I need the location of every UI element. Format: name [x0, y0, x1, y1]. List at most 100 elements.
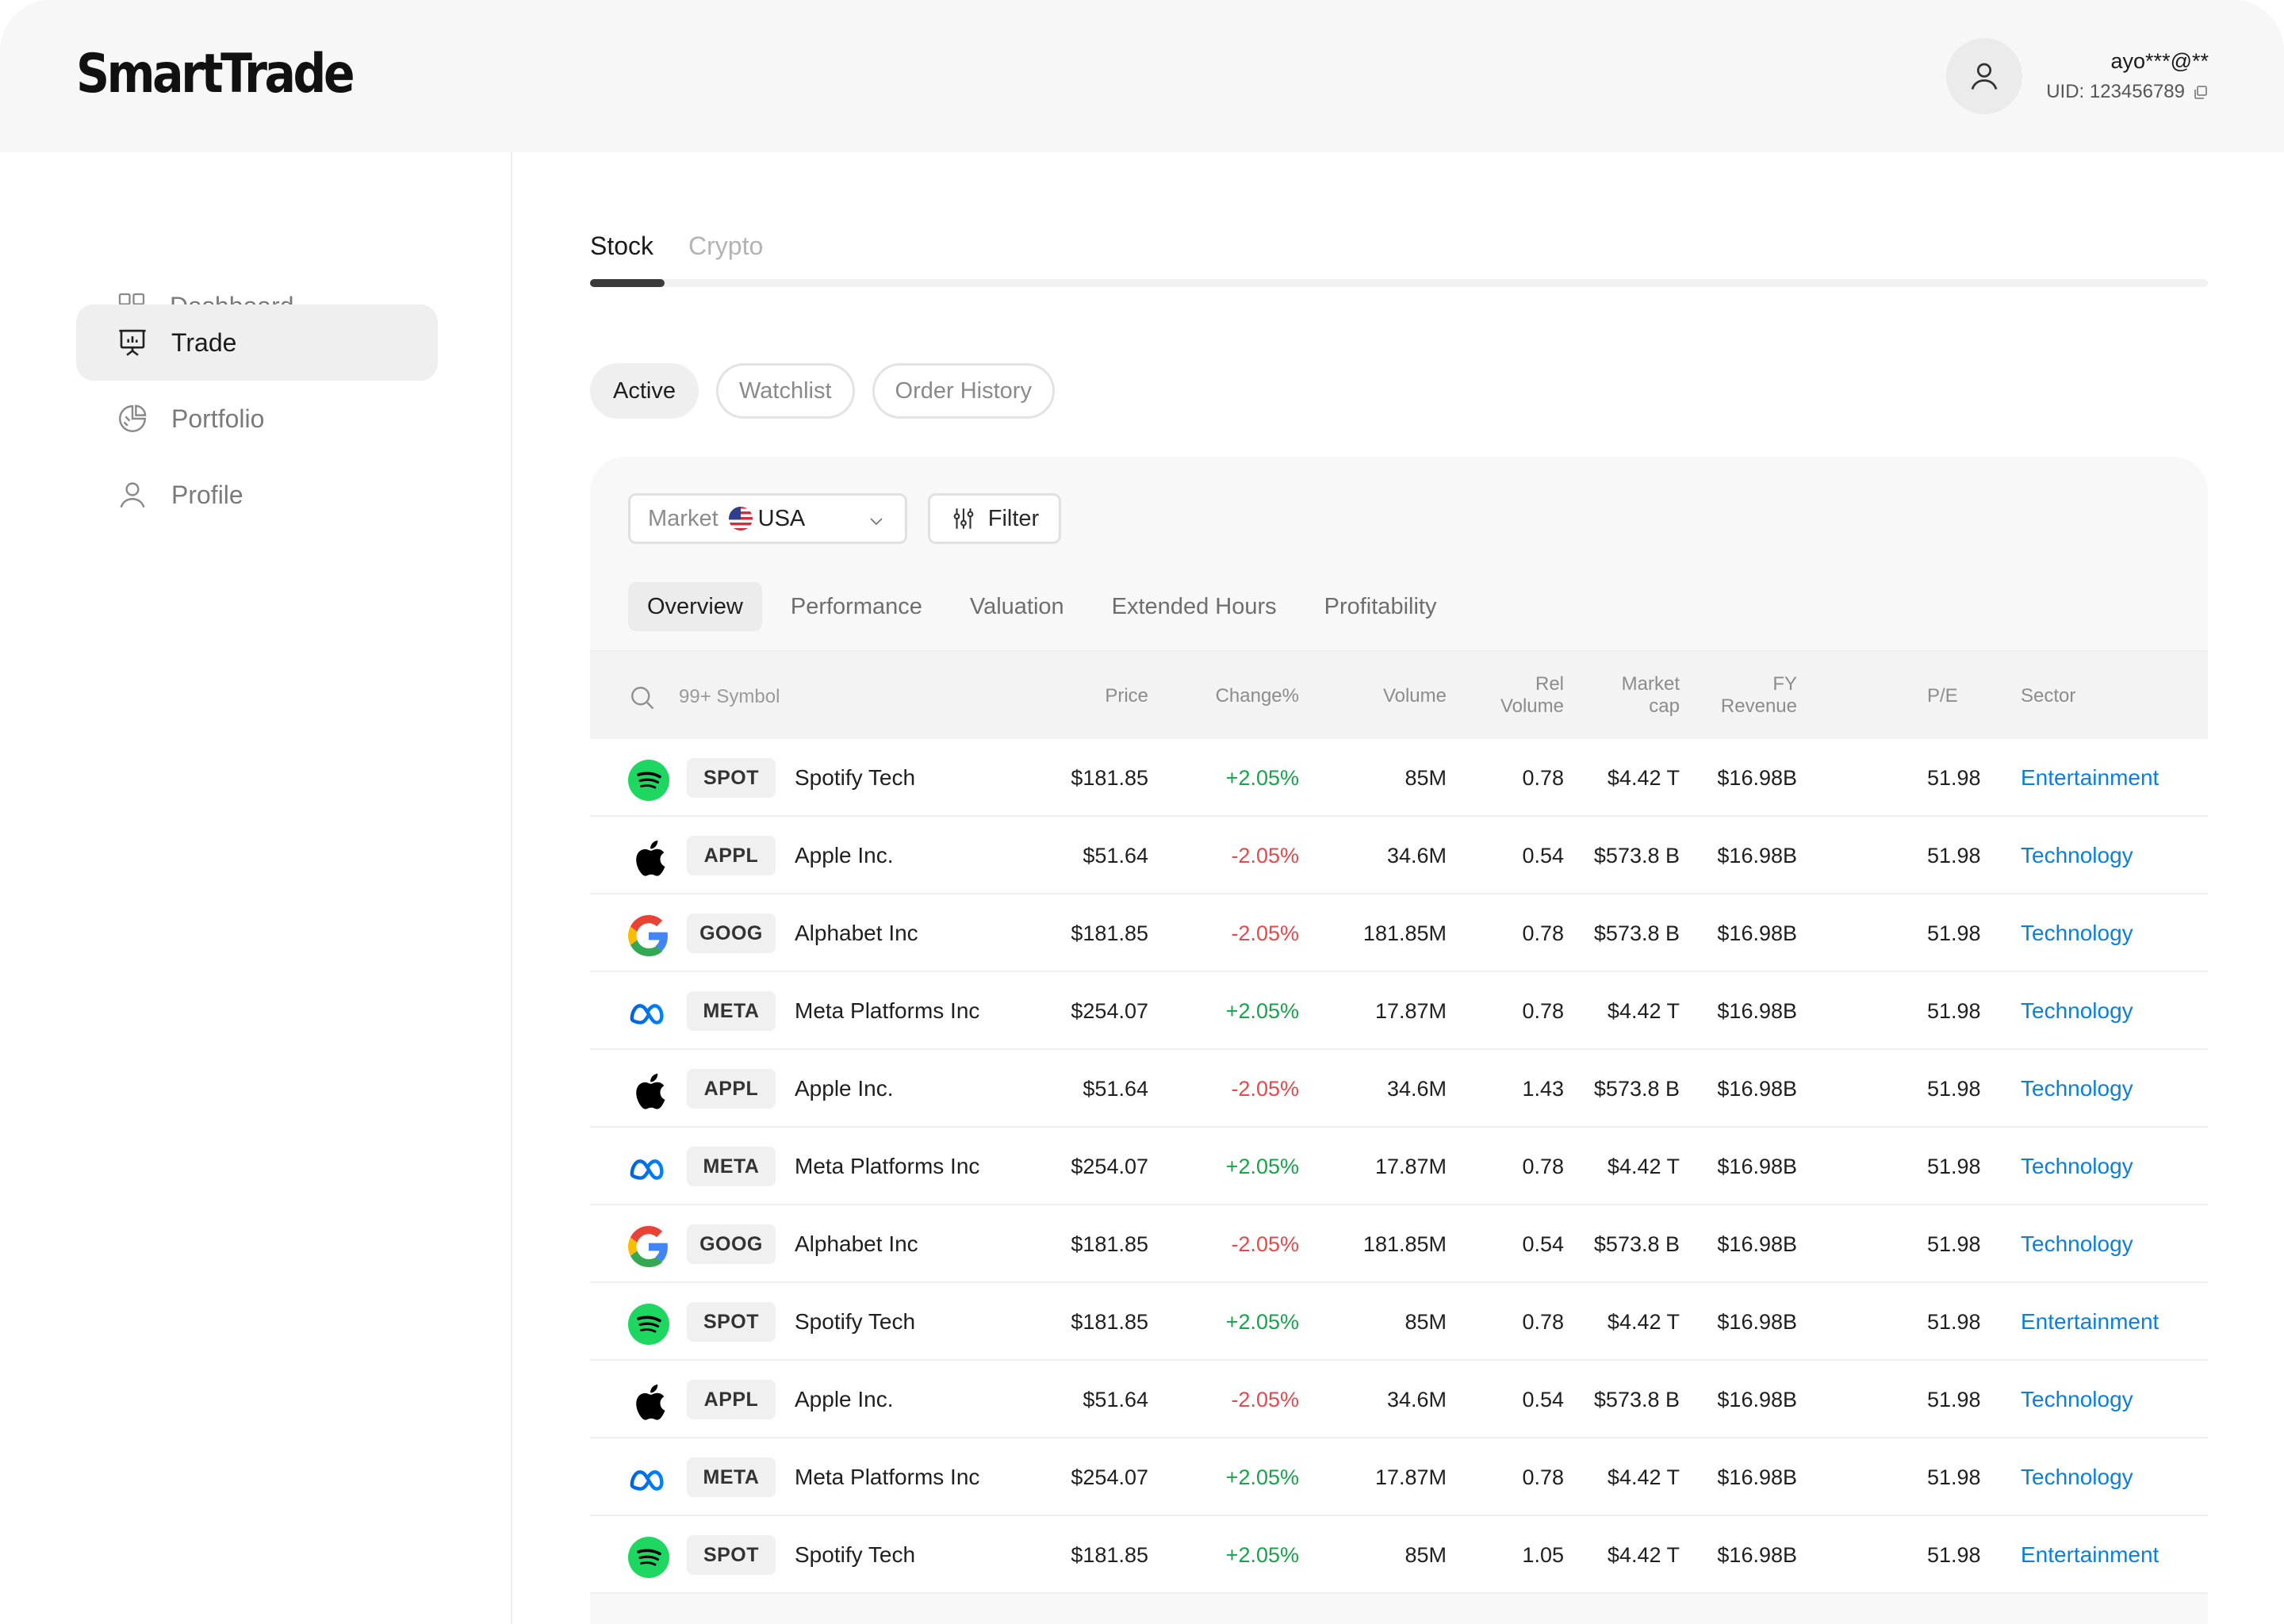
table-row[interactable]: APPL Apple Inc. $51.64 -2.05% 34.6M 0.54 $573.… [590, 817, 2208, 894]
table-row[interactable]: APPL Apple Inc. $51.64 -2.05% 34.6M 0.54 $573.… [590, 1361, 2208, 1438]
column-header-market-cap[interactable]: Market cap [1622, 673, 1680, 718]
list-filter-pills: Active Watchlist Order History [590, 363, 1055, 419]
sidebar-item-label: Portfolio [171, 404, 265, 433]
table-row[interactable]: APPL Apple Inc. $51.64 -2.05% 34.6M 1.43 $573.… [590, 1050, 2208, 1128]
cell-fy-revenue: $16.98B [1717, 1310, 1797, 1334]
cell-fy-revenue: $16.98B [1717, 1465, 1797, 1489]
cell-market-cap: $4.42 T [1607, 999, 1680, 1023]
column-header-price[interactable]: Price [1105, 685, 1148, 707]
cell-rel-volume: 0.78 [1522, 1465, 1564, 1489]
cell-change: +2.05% [1225, 1465, 1299, 1489]
table-row[interactable]: SPOT Spotify Tech $181.85 +2.05% 85M 0.78 $4.4… [590, 1283, 2208, 1361]
subtab-profitability[interactable]: Profitability [1324, 593, 1437, 619]
filter-button[interactable]: Filter [928, 493, 1061, 544]
cell-rel-volume: 0.78 [1522, 766, 1564, 790]
cell-change: +2.05% [1225, 1155, 1299, 1178]
table-row[interactable]: SPOT Spotify Tech $181.85 +2.05% 85M 0.78 $4.4… [590, 739, 2208, 817]
subtab-overview[interactable]: Overview [628, 582, 762, 631]
cell-price: $254.07 [1071, 1465, 1148, 1489]
sector-link[interactable]: Technology [2021, 921, 2133, 945]
column-header-fy-revenue[interactable]: FY Revenue [1721, 673, 1797, 718]
cell-rel-volume: 0.78 [1522, 1310, 1564, 1334]
cell-rel-volume: 0.54 [1522, 844, 1564, 868]
search-icon[interactable] [628, 684, 657, 712]
cell-volume: 34.6M [1386, 844, 1447, 868]
subtab-performance[interactable]: Performance [790, 593, 922, 619]
sector-link[interactable]: Technology [2021, 1076, 2133, 1101]
symbol-search-input[interactable]: 99+ Symbol [679, 686, 780, 707]
tab-crypto[interactable]: Crypto [688, 232, 764, 260]
sector-link[interactable]: Technology [2021, 843, 2133, 868]
cell-price: $181.85 [1071, 1232, 1148, 1256]
copy-icon[interactable] [2193, 84, 2209, 100]
pill-active[interactable]: Active [590, 363, 699, 419]
sidebar-item-profile[interactable]: Profile [76, 457, 438, 533]
cell-pe: 51.98 [1927, 1465, 1981, 1489]
sector-link[interactable]: Technology [2021, 1154, 2133, 1178]
cell-market-cap: $573.8 B [1593, 1232, 1680, 1256]
column-header-line: FY [1772, 673, 1797, 695]
cell-fy-revenue: $16.98B [1717, 1543, 1797, 1567]
user-avatar[interactable] [1946, 38, 2022, 114]
column-header-rel-volume[interactable]: Rel Volume [1500, 673, 1564, 718]
pill-order-history[interactable]: Order History [872, 363, 1055, 419]
cell-volume: 85M [1405, 766, 1447, 790]
sidebar-item-portfolio[interactable]: Portfolio [76, 381, 438, 457]
column-header-sector[interactable]: Sector [2021, 685, 2076, 707]
sidebar-item-trade[interactable]: Trade [76, 304, 438, 381]
cell-fy-revenue: $16.98B [1717, 1232, 1797, 1256]
column-header-change[interactable]: Change% [1215, 685, 1299, 707]
uid-text: UID: 123456789 [2046, 81, 2185, 102]
table-row[interactable]: META Meta Platforms Inc $254.07 +2.05% 17.87… [590, 1438, 2208, 1516]
stocks-panel: Market USA Filter Overview Performan [590, 457, 2208, 1624]
cell-market-cap: $4.42 T [1607, 766, 1680, 790]
presentation-chart-icon [119, 329, 146, 356]
subtab-valuation[interactable]: Valuation [969, 593, 1064, 619]
column-header-pe[interactable]: P/E [1927, 685, 1958, 707]
cell-change: +2.05% [1225, 766, 1299, 790]
cell-pe: 51.98 [1927, 1310, 1981, 1334]
ticker-badge: APPL [687, 836, 776, 875]
chevron-down-icon [870, 518, 883, 526]
spotify-icon [628, 760, 669, 801]
table-row[interactable]: META Meta Platforms Inc $254.07 +2.05% 17.87… [590, 972, 2208, 1050]
company-name: Spotify Tech [795, 765, 916, 790]
cell-price: $181.85 [1071, 1543, 1148, 1567]
market-select[interactable]: Market USA [628, 493, 907, 544]
ticker-badge: SPOT [687, 758, 776, 798]
company-name: Apple Inc. [795, 1387, 894, 1411]
table-row[interactable]: GOOG Alphabet Inc $181.85 -2.05% 181.85M 0.78… [590, 894, 2208, 972]
tab-indicator [590, 279, 665, 287]
sector-link[interactable]: Entertainment [2021, 1309, 2159, 1334]
sector-link[interactable]: Technology [2021, 998, 2133, 1023]
sector-link[interactable]: Entertainment [2021, 765, 2159, 790]
table-row[interactable]: META Meta Platforms Inc $254.07 +2.05% 17.87… [590, 1128, 2208, 1205]
cell-fy-revenue: $16.98B [1717, 1077, 1797, 1101]
cell-market-cap: $573.8 B [1593, 844, 1680, 868]
us-flag-icon [728, 507, 753, 530]
cell-pe: 51.98 [1927, 999, 1981, 1023]
company-name: Alphabet Inc [795, 921, 918, 945]
cell-price: $254.07 [1071, 1155, 1148, 1178]
cell-market-cap: $4.42 T [1607, 1543, 1680, 1567]
cell-volume: 181.85M [1362, 1232, 1447, 1256]
sector-link[interactable]: Technology [2021, 1465, 2133, 1489]
cell-fy-revenue: $16.98B [1717, 1388, 1797, 1411]
ticker-badge: META [687, 1457, 776, 1497]
column-header-volume[interactable]: Volume [1382, 685, 1447, 707]
cell-change: +2.05% [1225, 1310, 1299, 1334]
table-row[interactable]: GOOG Alphabet Inc $181.85 -2.05% 181.85M 0.54… [590, 1205, 2208, 1283]
cell-change: -2.05% [1231, 921, 1299, 945]
table-row[interactable]: SPOT Spotify Tech $181.85 +2.05% 85M 1.05 $4.4… [590, 1516, 2208, 1594]
cell-change: +2.05% [1225, 999, 1299, 1023]
sector-link[interactable]: Entertainment [2021, 1542, 2159, 1567]
tab-stock[interactable]: Stock [590, 232, 654, 260]
app-logo[interactable]: SmartTrade [76, 43, 355, 105]
sector-link[interactable]: Technology [2021, 1387, 2133, 1411]
ticker-badge: APPL [687, 1069, 776, 1109]
pill-watchlist[interactable]: Watchlist [715, 363, 855, 419]
sector-link[interactable]: Technology [2021, 1231, 2133, 1256]
subtab-extended-hours[interactable]: Extended Hours [1111, 593, 1277, 619]
cell-rel-volume: 0.54 [1522, 1388, 1564, 1411]
sidebar-item-label: Trade [171, 327, 237, 357]
